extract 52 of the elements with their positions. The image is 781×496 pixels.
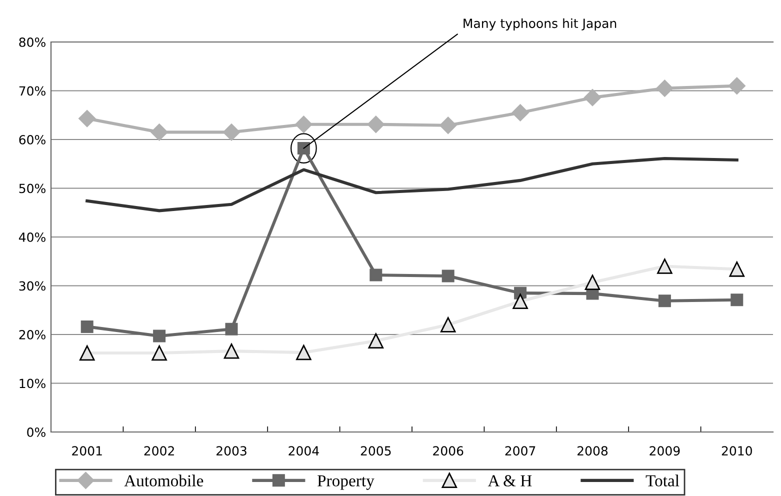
point	[658, 294, 671, 308]
point	[657, 258, 672, 274]
legend-label: Total	[646, 474, 680, 486]
point	[442, 270, 454, 282]
point	[656, 80, 674, 97]
x-tick-label: 2010	[722, 446, 752, 456]
x-tick-label: 2008	[578, 446, 608, 456]
point	[728, 77, 746, 94]
y-tick-label: 80%	[19, 37, 46, 47]
point	[370, 268, 382, 282]
point	[222, 124, 240, 141]
y-tick-label: 0%	[27, 427, 46, 437]
y-tick-label: 60%	[19, 134, 46, 144]
y-tick-label: 10%	[20, 378, 46, 388]
point	[584, 274, 600, 290]
point	[440, 317, 456, 332]
point	[295, 116, 312, 133]
x-tick-label: 2007	[505, 446, 536, 456]
point	[512, 104, 529, 122]
point	[512, 294, 528, 309]
point	[584, 89, 602, 106]
point	[367, 116, 384, 133]
y-tick-label: 50%	[19, 184, 46, 194]
y-tick-label: 40%	[18, 232, 46, 242]
y-tick-label: 70%	[19, 86, 46, 96]
point	[729, 262, 745, 277]
x-tick-label: 2003	[216, 446, 246, 456]
annotation: Many typhoons hit Japan	[464, 18, 616, 30]
point	[440, 116, 457, 134]
point	[79, 345, 95, 361]
x-tick-label: 2004	[288, 446, 319, 456]
x-tick-label: 2002	[144, 446, 174, 456]
point	[152, 345, 167, 361]
y-tick-label: 30%	[19, 281, 46, 291]
legend-label: A & H	[488, 475, 532, 486]
point	[368, 333, 384, 348]
point	[80, 320, 94, 333]
point	[225, 322, 238, 336]
x-tick-label: 2006	[433, 446, 464, 456]
point	[150, 124, 168, 141]
x-tick-label: 2009	[650, 446, 680, 456]
legend-label: Property	[317, 475, 374, 490]
x-tick-label: 2001	[72, 446, 102, 456]
x-tick-label: 2005	[360, 446, 391, 456]
legend-label: Automobile	[124, 474, 204, 486]
point	[730, 294, 744, 306]
point	[296, 344, 312, 360]
line-series	[86, 156, 738, 212]
point	[78, 110, 96, 128]
y-tick-label: 20%	[19, 330, 46, 340]
point	[153, 330, 166, 342]
point	[224, 343, 240, 359]
